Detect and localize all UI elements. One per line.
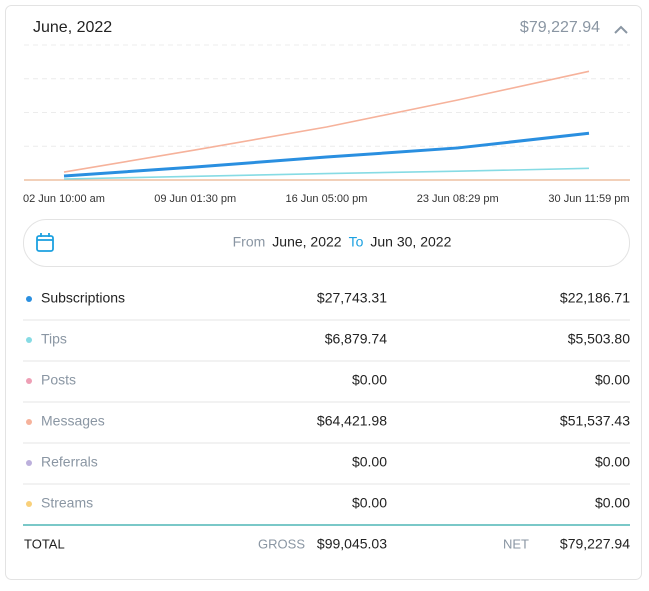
date-range-text: To	[349, 234, 364, 250]
gross-label: GROSS	[258, 536, 305, 551]
x-tick-label: 09 Jun 01:30 pm	[154, 193, 236, 205]
row-name: Streams	[41, 495, 93, 511]
calendar-icon	[36, 233, 54, 252]
series-line	[63, 131, 590, 178]
net-total: $79,227.94	[560, 536, 630, 552]
row-gross: $27,743.31	[317, 290, 387, 306]
row-dot	[26, 378, 32, 384]
row-gross: $64,421.98	[317, 413, 387, 429]
collapse-chevron[interactable]	[614, 25, 628, 34]
row-gross: $6,879.74	[325, 331, 387, 347]
row-net: $0.00	[595, 454, 630, 470]
row-gross: $0.00	[352, 372, 387, 388]
row-name: Messages	[41, 413, 105, 429]
row-name: Posts	[41, 372, 76, 388]
row-net: $0.00	[595, 495, 630, 511]
row-gross: $0.00	[352, 454, 387, 470]
x-tick-label: 02 Jun 10:00 am	[23, 193, 105, 205]
row-net: $51,537.43	[560, 413, 630, 429]
total-label: TOTAL	[24, 536, 65, 551]
card-border	[5, 5, 642, 580]
series-line	[63, 167, 590, 180]
row-name: Tips	[41, 331, 67, 347]
net-label: NET	[503, 536, 529, 551]
row-net: $22,186.71	[560, 290, 630, 306]
x-tick-label: 16 Jun 05:00 pm	[286, 193, 368, 205]
date-range-text: June, 2022	[272, 234, 341, 250]
row-net: $0.00	[595, 372, 630, 388]
row-net: $5,503.80	[568, 331, 630, 347]
date-range-pill[interactable]	[23, 219, 630, 267]
row-name: Referrals	[41, 454, 98, 470]
row-dot	[26, 337, 32, 343]
row-dot	[26, 296, 32, 302]
series-line	[63, 70, 590, 173]
row-gross: $0.00	[352, 495, 387, 511]
month-total: $79,227.94	[520, 19, 600, 36]
x-tick-label: 23 Jun 08:29 pm	[417, 193, 499, 205]
date-range-text: Jun 30, 2022	[370, 234, 451, 250]
date-range-text: From	[233, 234, 266, 250]
row-name: Subscriptions	[41, 290, 125, 306]
row-dot	[26, 501, 32, 507]
month-title: June, 2022	[33, 19, 112, 36]
x-tick-label: 30 Jun 11:59 pm	[548, 193, 629, 205]
gross-total: $99,045.03	[317, 536, 387, 552]
row-dot	[26, 460, 32, 466]
row-dot	[26, 419, 32, 425]
